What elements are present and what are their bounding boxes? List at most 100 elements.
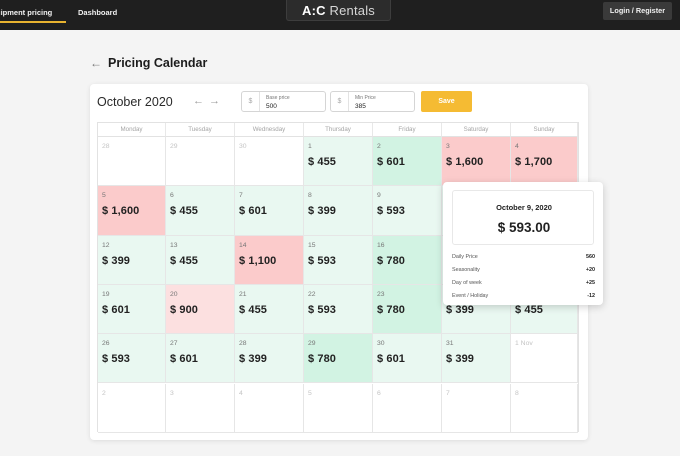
- calendar-day-cell[interactable]: 7: [442, 383, 511, 433]
- day-number: 2: [377, 143, 381, 150]
- month-label: October 2020: [97, 95, 173, 109]
- calendar-day-cell[interactable]: 28: [98, 137, 166, 187]
- calendar-day-cell[interactable]: 22 $ 593: [304, 284, 373, 335]
- calendar-day-cell[interactable]: 30: [235, 137, 304, 187]
- calendar-day-cell[interactable]: 27 $ 601: [166, 334, 235, 384]
- day-price: $ 1,700: [515, 156, 553, 168]
- day-number: 30: [377, 340, 385, 348]
- day-price: $ 593: [308, 303, 337, 316]
- day-price: $ 455: [308, 156, 337, 168]
- breakdown-value: -12: [587, 293, 595, 299]
- calendar-day-cell[interactable]: 31 $ 399: [442, 334, 511, 384]
- login-register-button[interactable]: Login / Register: [603, 2, 672, 20]
- day-price: $ 593: [308, 254, 337, 267]
- breakdown-label: Seasonality: [452, 267, 480, 273]
- calendar-day-cell[interactable]: 9 $ 593: [373, 186, 442, 236]
- calendar-day-cell[interactable]: 19 $ 601: [98, 284, 166, 335]
- calendar-day-cell[interactable]: 3 $ 1,600: [442, 137, 511, 187]
- day-number: 15: [308, 241, 316, 249]
- tooltip-summary: October 9, 2020 $ 593.00: [452, 190, 594, 245]
- base-price-field[interactable]: $ Base price 500: [241, 91, 326, 112]
- calendar-day-cell[interactable]: 3: [166, 383, 235, 433]
- day-price: $ 455: [515, 303, 544, 316]
- calendar-day-cell[interactable]: 29: [166, 137, 235, 187]
- calendar-day-cell[interactable]: 12 $ 399: [98, 235, 166, 285]
- day-number: 13: [170, 241, 178, 249]
- top-nav-bar: uipment pricing Dashboard A:C Rentals Lo…: [0, 0, 680, 30]
- weekday-header: Thursday: [304, 123, 373, 137]
- day-price: $ 780: [377, 254, 406, 267]
- day-number: 6: [170, 192, 174, 200]
- day-number: 12: [102, 241, 110, 249]
- calendar-day-cell[interactable]: 2 $ 601: [373, 137, 442, 187]
- base-price-input[interactable]: 500: [266, 102, 277, 110]
- breakdown-value: 560: [586, 254, 595, 260]
- day-number: 29: [170, 143, 178, 150]
- calendar-day-cell[interactable]: 6: [373, 383, 442, 433]
- calendar-day-cell[interactable]: 16 $ 780: [373, 235, 442, 285]
- calendar-day-cell[interactable]: 5 $ 1,600: [98, 186, 166, 236]
- day-number: 8: [308, 192, 312, 200]
- day-number: 4: [239, 389, 243, 397]
- calendar-day-cell[interactable]: 29 $ 780: [304, 334, 373, 384]
- day-number: 23: [377, 290, 385, 298]
- day-price: $ 455: [170, 205, 199, 218]
- logo-mark: A:C: [301, 3, 326, 18]
- calendar-day-cell[interactable]: 14 $ 1,100: [235, 235, 304, 285]
- calendar-day-cell[interactable]: 4: [235, 383, 304, 433]
- day-number: 26: [102, 340, 110, 348]
- day-number: 29: [308, 340, 316, 348]
- calendar-day-cell[interactable]: 20 $ 900: [166, 284, 235, 335]
- calendar-day-cell[interactable]: 6 $ 455: [166, 186, 235, 236]
- calendar-day-cell[interactable]: 1 Nov: [511, 334, 578, 384]
- day-price: $ 399: [308, 205, 337, 218]
- calendar-day-cell[interactable]: 26 $ 593: [98, 334, 166, 384]
- day-number: 28: [102, 143, 110, 150]
- calendar-day-cell[interactable]: 15 $ 593: [304, 235, 373, 285]
- breakdown-value: +20: [585, 267, 595, 273]
- calendar-day-cell[interactable]: 5: [304, 383, 373, 433]
- day-price: $ 455: [239, 303, 268, 316]
- day-number: 2: [102, 389, 106, 397]
- day-number: 16: [377, 241, 385, 249]
- weekday-header: Tuesday: [166, 123, 235, 137]
- day-number: 19: [102, 290, 110, 298]
- calendar-day-cell[interactable]: 1 $ 455: [304, 137, 373, 187]
- calendar-day-cell[interactable]: 8 $ 399: [304, 186, 373, 236]
- calendar-day-cell[interactable]: 8: [511, 383, 578, 433]
- brand-logo[interactable]: A:C Rentals: [286, 0, 391, 21]
- dollar-icon: $: [331, 92, 349, 111]
- day-price: $ 900: [170, 303, 199, 316]
- base-price-label: Base price: [266, 95, 290, 101]
- calendar-day-cell[interactable]: 23 $ 780: [373, 284, 442, 335]
- calendar-day-cell[interactable]: 21 $ 455: [235, 284, 304, 335]
- calendar-day-cell[interactable]: 30 $ 601: [373, 334, 442, 384]
- calendar-day-cell[interactable]: 4 $ 1,700: [511, 137, 578, 187]
- min-price-input[interactable]: 385: [355, 102, 366, 110]
- logo-text: Rentals: [329, 3, 375, 18]
- back-arrow-icon[interactable]: ←: [90, 56, 102, 70]
- calendar-day-cell[interactable]: 13 $ 455: [166, 235, 235, 285]
- tab-dashboard[interactable]: Dashboard: [78, 8, 118, 17]
- tooltip-date: October 9, 2020: [496, 203, 552, 212]
- day-number: 8: [515, 389, 519, 397]
- day-price: $ 601: [102, 303, 131, 316]
- day-number: 28: [239, 340, 247, 348]
- breakdown-label: Day of week: [452, 280, 482, 286]
- day-price: $ 1,600: [102, 205, 140, 218]
- prev-month-icon[interactable]: ←: [193, 95, 204, 107]
- weekday-header: Saturday: [442, 123, 511, 137]
- day-price: $ 399: [446, 303, 475, 316]
- min-price-field[interactable]: $ Min Price 385: [330, 91, 415, 112]
- tab-equipment-pricing[interactable]: uipment pricing: [0, 8, 53, 17]
- next-month-icon[interactable]: →: [209, 95, 220, 107]
- calendar-day-cell[interactable]: 28 $ 399: [235, 334, 304, 384]
- day-price: $ 455: [170, 254, 199, 267]
- price-breakdown-tooltip: October 9, 2020 $ 593.00 Daily Price 560…: [443, 182, 603, 305]
- calendar-day-cell[interactable]: 2: [98, 383, 166, 433]
- min-price-label: Min Price: [355, 95, 376, 101]
- breakdown-row: Daily Price 560: [452, 254, 595, 264]
- save-button[interactable]: Save: [421, 91, 472, 112]
- calendar-day-cell[interactable]: 7 $ 601: [235, 186, 304, 236]
- day-number: 1 Nov: [515, 340, 533, 348]
